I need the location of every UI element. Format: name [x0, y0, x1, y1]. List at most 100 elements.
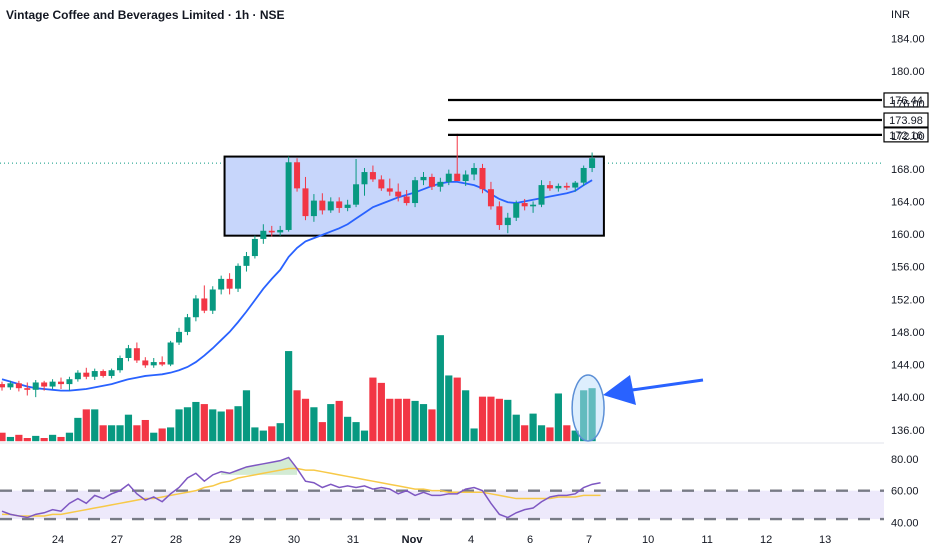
price-tick-label: 136.00 — [891, 425, 925, 437]
price-tick-label: 168.00 — [891, 164, 925, 176]
candle — [150, 358, 157, 368]
volume-bar — [571, 430, 579, 442]
candle-body — [192, 298, 199, 318]
candle — [496, 201, 503, 230]
price-tick-label: 172.00 — [891, 131, 925, 143]
volume-highlight-ellipse — [571, 374, 605, 442]
volume-bar — [133, 425, 141, 442]
candle — [327, 197, 334, 213]
volume-bar — [327, 404, 335, 442]
candle-body — [302, 188, 309, 217]
price-tick-label: 164.00 — [891, 196, 925, 208]
volume-bar — [259, 430, 267, 442]
volume-bar — [301, 398, 310, 442]
candle-body — [74, 372, 81, 380]
candle-body — [268, 230, 275, 233]
candle-body — [310, 200, 317, 217]
candle — [454, 133, 461, 182]
rsi-pane — [0, 456, 884, 521]
candle — [521, 198, 528, 211]
candle — [167, 340, 174, 367]
candle — [572, 181, 579, 192]
volume-bar — [335, 400, 343, 442]
candle — [58, 377, 65, 389]
date-tick-label: 11 — [701, 534, 712, 546]
volume-bar — [352, 422, 360, 442]
volume-bar — [99, 425, 107, 442]
candle — [462, 170, 469, 186]
volume-bar — [478, 396, 487, 442]
candle — [226, 273, 233, 295]
candle — [41, 380, 48, 391]
candle — [49, 379, 56, 389]
candle-body — [428, 176, 435, 187]
candle-body — [471, 167, 478, 175]
candle — [201, 285, 208, 314]
date-tick-label: 29 — [229, 534, 241, 546]
candle-body — [496, 206, 503, 226]
candle — [513, 200, 520, 221]
candle-body — [479, 167, 486, 190]
candle — [15, 380, 22, 392]
level-label-box — [883, 92, 929, 108]
candle-body — [555, 185, 562, 189]
candle-body — [420, 176, 427, 181]
volume-bar — [242, 390, 251, 442]
rsi-tick-label: 40.00 — [891, 517, 919, 529]
volume-bar — [107, 425, 116, 442]
volume-bar — [394, 398, 402, 442]
date-tick-label: 27 — [111, 534, 123, 546]
candle — [133, 342, 140, 363]
candle — [530, 201, 537, 213]
volume-bar — [226, 409, 234, 442]
volume-bar — [462, 390, 470, 442]
candle — [479, 163, 486, 194]
candle — [310, 194, 317, 222]
candle-body — [294, 162, 301, 189]
candle — [361, 167, 368, 196]
volume-bar — [419, 404, 428, 442]
candle-body — [176, 331, 183, 343]
candle-body — [209, 289, 216, 311]
candle-body — [0, 384, 5, 388]
level-label: 176.44 — [883, 92, 929, 108]
volume-bar — [40, 438, 48, 442]
candles-layer — [0, 133, 596, 398]
volume-bar — [268, 426, 276, 442]
volume-bar — [386, 398, 394, 442]
volume-bar — [445, 375, 453, 442]
candle-body — [277, 229, 284, 233]
candle-body — [412, 180, 419, 204]
volume-bar — [82, 409, 90, 442]
candle — [428, 173, 435, 190]
candle-body — [504, 217, 511, 226]
candle-body — [142, 360, 149, 366]
levels-layer: 176.44 173.98 172.16 — [448, 92, 929, 143]
candle — [235, 263, 242, 292]
volume-bar — [537, 425, 546, 442]
price-tick-label: 152.00 — [891, 294, 925, 306]
candle-body — [201, 298, 208, 311]
date-tick-label: 7 — [586, 534, 592, 546]
volume-bar — [74, 417, 82, 442]
arrow-head — [603, 375, 636, 405]
candle — [555, 183, 562, 192]
candle-body — [260, 230, 267, 239]
chart-title: Vintage Coffee and Beverages Limited · 1… — [6, 8, 285, 22]
candle-body — [546, 185, 553, 189]
candle — [218, 275, 225, 295]
date-tick-label: 30 — [288, 534, 300, 546]
candle — [176, 327, 183, 345]
candle — [378, 175, 385, 191]
volume-bar — [453, 377, 461, 442]
candle — [159, 356, 166, 367]
candle-body — [487, 189, 494, 207]
date-tick-label: 13 — [819, 534, 831, 546]
volume-bar — [512, 414, 520, 442]
candle — [100, 369, 107, 378]
volume-layer — [0, 335, 596, 442]
date-tick-label: 12 — [760, 534, 772, 546]
candle-body — [15, 383, 22, 389]
candle — [277, 225, 284, 236]
